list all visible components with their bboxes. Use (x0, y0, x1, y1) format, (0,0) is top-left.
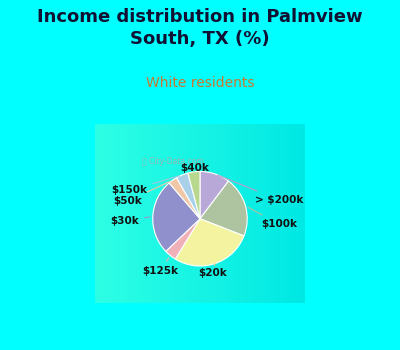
Text: ⓘ City-Data.com: ⓘ City-Data.com (142, 156, 204, 166)
Wedge shape (169, 178, 200, 219)
Wedge shape (175, 219, 244, 266)
Wedge shape (200, 181, 247, 236)
Wedge shape (188, 172, 200, 219)
Wedge shape (166, 219, 200, 259)
Text: $125k: $125k (142, 258, 178, 276)
Wedge shape (200, 172, 228, 219)
Text: $50k: $50k (114, 181, 170, 206)
Text: $100k: $100k (248, 207, 297, 229)
Text: $20k: $20k (198, 264, 227, 278)
Wedge shape (176, 173, 200, 219)
Text: $30k: $30k (110, 216, 150, 226)
Text: $150k: $150k (112, 176, 180, 195)
Wedge shape (153, 183, 200, 251)
Text: > $200k: > $200k (218, 175, 303, 205)
Text: White residents: White residents (146, 76, 254, 90)
Text: Income distribution in Palmview
South, TX (%): Income distribution in Palmview South, T… (37, 8, 363, 48)
Text: $40k: $40k (180, 163, 209, 173)
